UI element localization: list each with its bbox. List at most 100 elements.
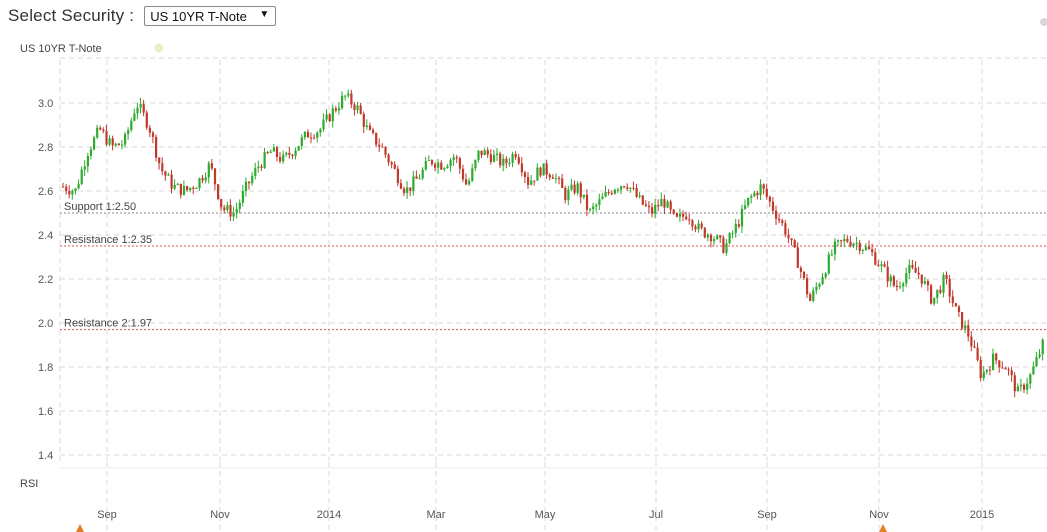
candle-body [496,153,499,155]
candle-body [706,234,709,238]
candle-body [1038,354,1041,357]
candle-body [626,187,629,189]
candle-body [768,196,771,202]
candle-body [399,183,403,189]
candle-body [669,201,672,210]
candle-body [93,137,96,150]
candle-body [83,166,86,170]
candle-body [973,346,976,348]
candle-body [970,336,973,347]
candle-body [176,183,179,185]
candle-body [542,163,545,176]
candle-body [1026,383,1029,390]
candle-body [251,176,254,184]
candle-body [533,180,536,182]
candle-body [499,153,502,166]
candle-body [288,152,291,155]
candle-body [520,163,523,173]
candle-body [198,178,201,188]
candle-body [217,184,220,200]
candle-body [833,241,837,255]
candle-body [1007,369,1010,371]
candle-body [1013,375,1016,392]
candle-body [911,264,914,268]
candle-body [802,271,806,279]
candle-body [961,312,964,329]
candle-body [840,240,843,242]
candle-body [368,125,372,130]
candle-body [821,277,824,285]
candle-body [1023,384,1026,390]
candle-body [620,186,623,190]
x-tick-label: Jul [649,509,663,521]
candle-body [241,191,244,203]
candle-body [775,210,778,219]
candle-body [319,129,322,133]
candle-body [294,150,297,156]
candle-body [967,325,970,337]
candle-body [939,289,942,293]
candle-body [651,207,654,214]
candle-body [613,189,616,194]
candle-body [886,266,889,282]
candle-body [725,243,728,253]
candle-body [226,205,229,211]
candle-body [96,127,99,138]
candle-body [381,146,384,148]
candle-body [403,188,406,194]
candle-body [809,294,812,301]
candle-body [744,205,747,209]
candle-body [700,223,703,228]
candle-body [182,186,186,195]
candle-body [579,183,582,198]
candle-body [223,207,226,211]
candle-body [108,138,111,145]
candle-body [678,213,682,217]
candle-body [517,157,520,164]
candle-body [483,150,486,156]
candle-body [508,162,511,164]
candle-body [102,129,105,131]
candle-body [781,220,784,224]
candle-body [877,264,880,267]
candle-body [192,187,195,189]
candle-body [232,212,235,217]
candle-body [254,167,257,177]
y-tick-label: 2.0 [38,318,53,330]
candle-body [688,219,691,221]
candle-body [424,160,427,170]
candle-body [827,254,830,274]
candle-body [945,274,948,279]
candle-body [449,160,452,167]
candle-body [480,150,483,156]
candle-body [644,204,647,206]
candle-body [297,146,300,151]
rsi-marker [76,524,84,532]
candle-body [561,178,564,188]
candle-body [347,93,350,96]
candle-body [793,240,796,248]
candle-body [437,162,440,168]
candle-body [99,127,102,130]
security-dropdown-value: US 10YR T-Note [150,8,247,24]
candle-body [554,178,558,180]
candle-body [728,233,731,244]
candle-body [871,249,874,253]
level-label: Resistance 2:1.97 [64,318,152,330]
candle-body [576,183,579,193]
candle-body [551,177,554,179]
candle-body [213,168,217,185]
candle-body [229,205,232,217]
candle-body [207,163,210,178]
candle-body [954,303,957,307]
candle-body [325,114,328,120]
security-dropdown[interactable]: US 10YR T-Note ▼ [144,6,277,26]
candle-body [89,149,93,156]
y-tick-label: 1.8 [38,362,53,374]
candle-body [430,160,434,165]
candle-body [899,286,902,288]
candle-body [548,174,551,178]
candle-body [536,167,539,181]
candle-body [316,132,319,138]
y-tick-label: 2.6 [38,186,53,198]
